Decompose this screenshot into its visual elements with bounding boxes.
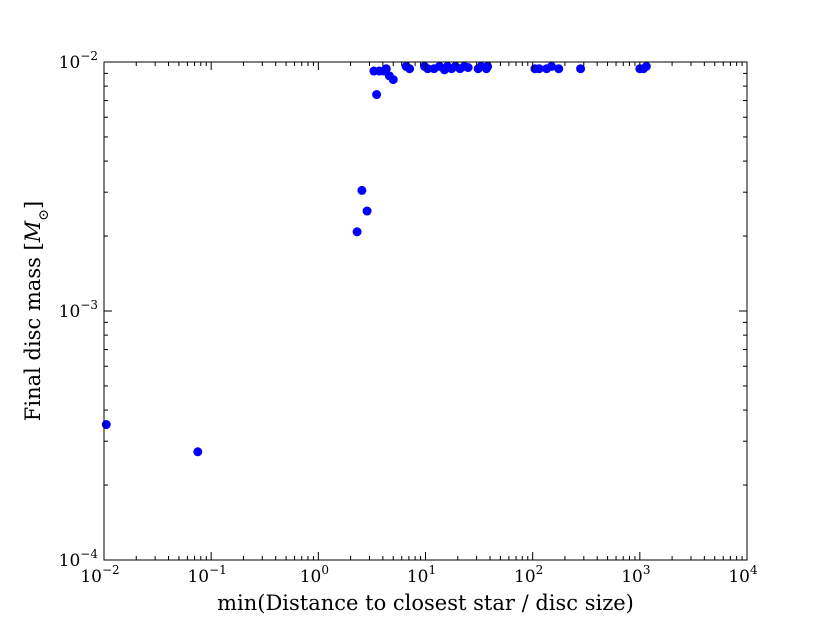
data-point — [641, 61, 651, 71]
data-point — [193, 447, 203, 457]
y-tick-labels: 10−4 10−3 10−2 — [59, 49, 99, 571]
x-axis-label: min(Distance to closest star / disc size… — [217, 591, 634, 615]
axis-ticks — [103, 61, 748, 561]
x-tick-label: 10−1 — [187, 563, 226, 587]
x-tick-labels: 10−2 10−1 100 101 102 103 104 — [80, 563, 758, 587]
y-tick-label: 10−3 — [59, 298, 98, 322]
data-point — [362, 206, 372, 216]
x-tick-label: 103 — [621, 563, 650, 587]
plot-frame — [103, 61, 748, 561]
y-axis-unit-subscript: ⊙ — [36, 209, 52, 221]
y-axis-label: Final disc mass [M⊙] — [21, 201, 52, 421]
data-point — [576, 64, 586, 74]
x-tick-label: 104 — [728, 563, 758, 587]
y-tick-label: 10−4 — [59, 547, 99, 571]
x-tick-label: 10−2 — [80, 563, 119, 587]
data-point — [534, 64, 544, 74]
y-axis-unit-symbol: M — [21, 220, 45, 243]
data-point — [372, 90, 382, 100]
data-point — [554, 64, 564, 74]
data-point — [352, 227, 362, 237]
y-tick-label: 10−2 — [59, 49, 98, 73]
y-axis-label-text: Final disc mass — [21, 257, 45, 421]
x-tick-label: 101 — [407, 563, 436, 587]
x-tick-label: 102 — [514, 563, 543, 587]
data-point — [405, 64, 415, 74]
x-tick-label: 100 — [300, 563, 329, 587]
data-point — [463, 63, 473, 73]
data-point — [388, 75, 398, 85]
data-points — [101, 61, 651, 457]
data-point — [357, 185, 367, 195]
data-point — [101, 420, 111, 430]
